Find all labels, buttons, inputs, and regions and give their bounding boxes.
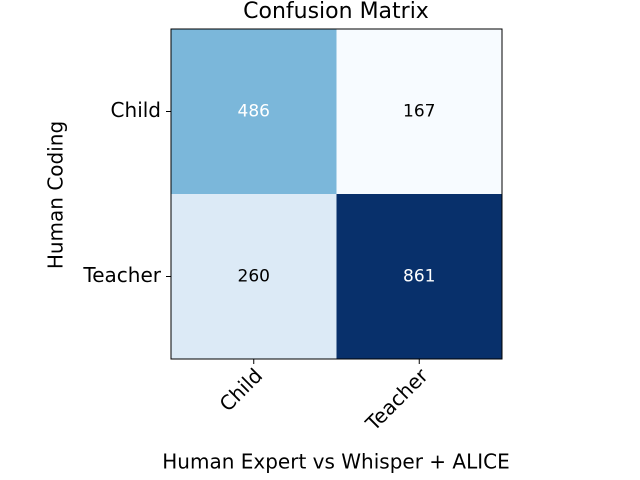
cell-label: 861: [403, 267, 435, 287]
x-tick-label: Teacher: [360, 363, 433, 436]
cell-label: 167: [403, 102, 435, 122]
cell-label: 486: [238, 102, 270, 122]
plot-frame: [170, 28, 503, 360]
x-axis-label: Human Expert vs Whisper + ALICE: [162, 450, 509, 474]
chart-title: Confusion Matrix: [243, 0, 429, 24]
cell-label: 260: [238, 267, 270, 287]
y-tick-label: Teacher: [82, 263, 161, 287]
y-tick-label: Child: [111, 98, 161, 122]
heatmap-cell: [171, 194, 337, 359]
x-tick-label: Child: [215, 363, 268, 416]
heatmap-cell: [336, 194, 502, 359]
heatmap-cell: [171, 29, 337, 194]
heatmap-cell: [336, 29, 502, 194]
y-axis-label: Human Coding: [44, 121, 68, 269]
